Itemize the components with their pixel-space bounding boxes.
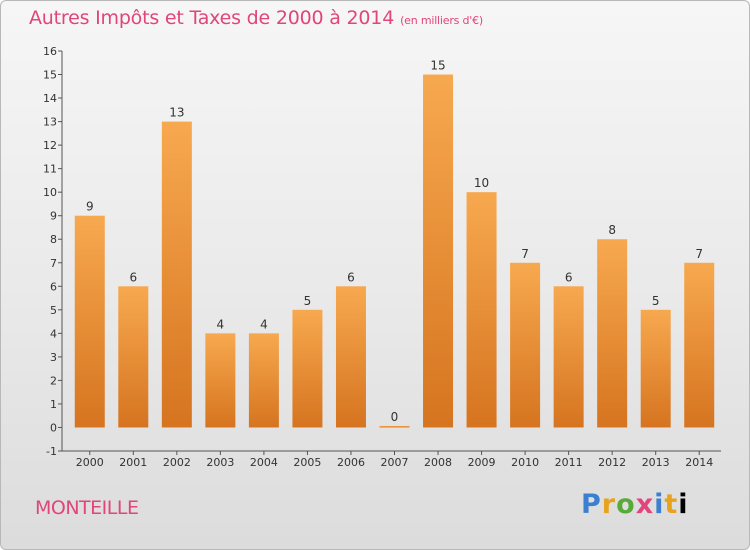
y-tick-label: 6	[50, 280, 57, 293]
y-tick-label: 13	[43, 116, 57, 129]
data-label: 0	[391, 410, 399, 424]
x-tick-label: 2011	[555, 456, 583, 469]
y-tick-label: 3	[50, 351, 57, 364]
data-label: 13	[169, 106, 184, 120]
bar	[248, 333, 279, 428]
x-tick-label: 2000	[76, 456, 104, 469]
location-name: MONTEILLE	[35, 497, 139, 519]
chart-bars	[74, 74, 715, 428]
logo-letter: P	[581, 489, 602, 520]
y-tick-label: 9	[50, 210, 57, 223]
x-tick-label: 2009	[468, 456, 496, 469]
logo-letter: t	[664, 489, 679, 520]
logo-letter: i	[678, 489, 689, 520]
bar	[510, 262, 541, 428]
chart-labels: -101234567891011121314151692000620011320…	[43, 45, 713, 469]
data-label: 7	[521, 247, 529, 261]
bar	[74, 215, 105, 428]
y-tick-label: 5	[50, 304, 57, 317]
bar	[335, 286, 366, 428]
y-tick-label: 16	[43, 45, 57, 58]
data-label: 6	[347, 270, 355, 284]
y-tick-label: 4	[50, 327, 57, 340]
data-label: 5	[652, 294, 660, 308]
logo-letter: x	[635, 489, 655, 520]
y-tick-label: -1	[46, 445, 57, 458]
data-label: 6	[565, 270, 573, 284]
x-tick-label: 2003	[206, 456, 234, 469]
x-tick-label: 2010	[511, 456, 539, 469]
bar	[118, 286, 149, 428]
logo-letter: i	[654, 489, 665, 520]
y-tick-label: 12	[43, 139, 57, 152]
x-tick-label: 2012	[598, 456, 626, 469]
data-label: 15	[430, 59, 445, 73]
y-tick-label: 7	[50, 257, 57, 270]
data-label: 4	[217, 317, 225, 331]
bar	[379, 425, 410, 428]
bar	[423, 74, 454, 428]
x-tick-label: 2008	[424, 456, 452, 469]
bar	[292, 309, 323, 428]
chart-title-unit: (en milliers d'€)	[400, 14, 483, 27]
chart-title-text: Autres Impôts et Taxes de 2000 à 2014	[29, 7, 395, 29]
x-tick-label: 2014	[685, 456, 713, 469]
y-tick-label: 10	[43, 186, 57, 199]
y-tick-label: 0	[50, 421, 57, 434]
y-tick-label: 2	[50, 374, 57, 387]
y-tick-label: 1	[50, 398, 57, 411]
x-tick-label: 2002	[163, 456, 191, 469]
data-label: 9	[86, 200, 94, 214]
y-tick-label: 8	[50, 233, 57, 246]
bar	[640, 309, 671, 428]
bar	[161, 121, 192, 428]
data-label: 8	[608, 223, 616, 237]
x-tick-label: 2007	[381, 456, 409, 469]
data-label: 4	[260, 317, 268, 331]
data-label: 6	[129, 270, 137, 284]
logo-letter: r	[601, 489, 617, 520]
x-tick-label: 2005	[293, 456, 321, 469]
data-label: 10	[474, 176, 489, 190]
bar	[684, 262, 715, 428]
bar	[466, 192, 497, 428]
proxiti-logo: Proxiti	[581, 489, 689, 520]
chart-axes	[58, 50, 721, 455]
bar	[205, 333, 236, 428]
x-tick-label: 2006	[337, 456, 365, 469]
y-tick-label: 15	[43, 69, 57, 82]
x-tick-label: 2004	[250, 456, 278, 469]
bar	[553, 286, 584, 428]
y-tick-label: 11	[43, 163, 57, 176]
chart-title: Autres Impôts et Taxes de 2000 à 2014 (en…	[29, 7, 483, 29]
data-label: 7	[695, 247, 703, 261]
bar	[597, 239, 628, 428]
y-tick-label: 14	[43, 92, 57, 105]
data-label: 5	[304, 294, 312, 308]
logo-letter: o	[616, 489, 636, 520]
x-tick-label: 2001	[119, 456, 147, 469]
x-tick-label: 2013	[642, 456, 670, 469]
